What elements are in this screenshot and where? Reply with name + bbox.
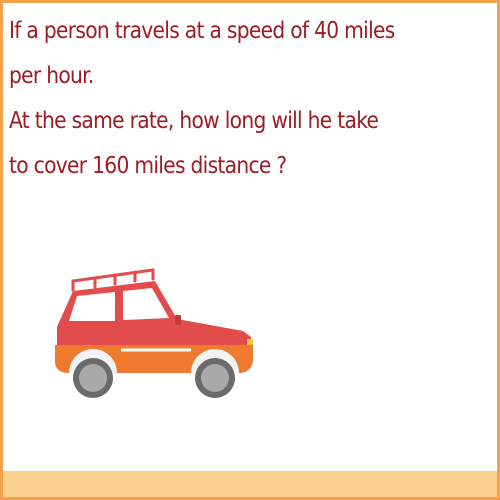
wheel-rear bbox=[73, 358, 113, 398]
question-text: If a person travels at a speed of 40 mil… bbox=[9, 9, 497, 189]
question-line-2: per hour. bbox=[9, 63, 94, 89]
car-mirror bbox=[175, 315, 181, 325]
car-window-rear bbox=[69, 292, 115, 321]
car-illustration bbox=[55, 268, 253, 398]
car-window-front bbox=[123, 288, 169, 320]
question-line-4: to cover 160 miles distance ? bbox=[9, 153, 287, 179]
question-line-3: At the same rate, how long will he take bbox=[9, 108, 379, 134]
wheel-front bbox=[195, 358, 235, 398]
floor-band bbox=[3, 471, 497, 497]
question-line-1: If a person travels at a speed of 40 mil… bbox=[9, 18, 395, 44]
roof-rack bbox=[71, 268, 155, 292]
